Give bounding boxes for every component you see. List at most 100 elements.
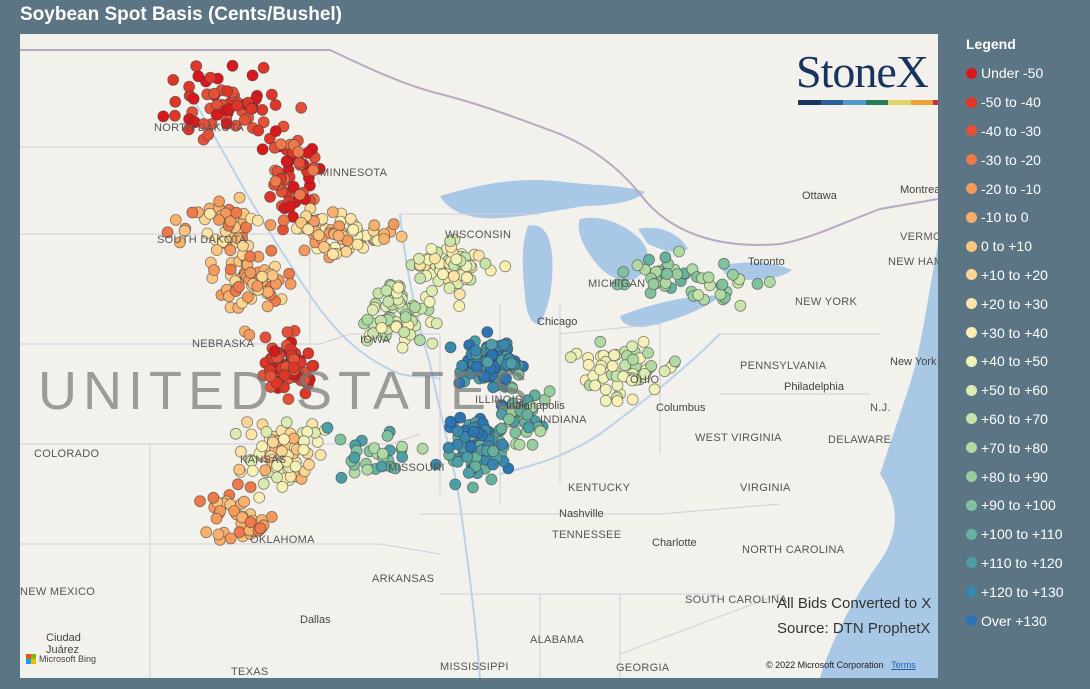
legend-item[interactable]: +10 to +20	[966, 261, 1086, 290]
bid-point[interactable]	[207, 491, 220, 504]
bid-point[interactable]	[246, 69, 259, 82]
bid-point[interactable]	[268, 345, 281, 358]
legend-item[interactable]: +20 to +30	[966, 289, 1086, 318]
bid-point[interactable]	[444, 235, 457, 248]
bid-point[interactable]	[183, 80, 196, 93]
bid-point[interactable]	[500, 372, 512, 385]
bid-point[interactable]	[413, 252, 425, 265]
legend-item[interactable]: +30 to +40	[966, 318, 1086, 347]
bid-point[interactable]	[202, 128, 215, 141]
bid-point[interactable]	[269, 99, 282, 111]
legend-item[interactable]: +60 to +70	[966, 405, 1086, 434]
legend-item[interactable]: -20 to -10	[966, 174, 1086, 203]
bid-point[interactable]	[210, 512, 223, 525]
bid-point[interactable]	[224, 215, 237, 228]
bid-point[interactable]	[238, 495, 251, 508]
bid-point[interactable]	[436, 268, 449, 281]
bid-point[interactable]	[224, 244, 237, 257]
bid-point[interactable]	[669, 355, 681, 368]
bid-point[interactable]	[461, 271, 473, 284]
bid-point[interactable]	[643, 253, 655, 266]
bid-point[interactable]	[307, 164, 320, 177]
bid-point[interactable]	[534, 425, 547, 438]
bid-point[interactable]	[430, 317, 443, 330]
bid-point[interactable]	[287, 361, 300, 374]
bid-point[interactable]	[497, 338, 510, 351]
bid-point[interactable]	[378, 233, 391, 245]
bid-point[interactable]	[267, 436, 279, 449]
bid-point[interactable]	[582, 358, 595, 371]
bid-point[interactable]	[208, 87, 221, 100]
bid-point[interactable]	[243, 328, 256, 341]
bid-point[interactable]	[208, 264, 220, 277]
bid-point[interactable]	[375, 460, 388, 473]
bid-point[interactable]	[292, 146, 305, 158]
bid-point[interactable]	[416, 442, 429, 455]
bid-point[interactable]	[763, 276, 776, 288]
bid-point[interactable]	[466, 481, 479, 494]
bid-point[interactable]	[284, 200, 296, 213]
bid-point[interactable]	[271, 471, 283, 484]
bid-point[interactable]	[244, 481, 257, 494]
bid-point[interactable]	[608, 349, 621, 362]
bid-point[interactable]	[233, 191, 246, 204]
bid-point[interactable]	[626, 393, 639, 406]
bid-point[interactable]	[521, 408, 534, 421]
bid-point[interactable]	[265, 510, 278, 523]
bid-point[interactable]	[213, 214, 225, 226]
bid-point[interactable]	[626, 374, 638, 387]
bid-point[interactable]	[414, 272, 427, 285]
bid-point[interactable]	[485, 473, 498, 486]
bid-point[interactable]	[462, 466, 475, 479]
bid-point[interactable]	[481, 326, 494, 339]
bid-point[interactable]	[244, 516, 257, 529]
bid-point[interactable]	[714, 288, 727, 301]
bid-point[interactable]	[351, 238, 364, 251]
map-canvas[interactable]: UNITED STATES NORTH DAKOTA MINNESOTA SOU…	[20, 34, 938, 678]
bid-point[interactable]	[260, 425, 273, 438]
bid-point[interactable]	[451, 455, 464, 468]
bid-point[interactable]	[178, 224, 191, 237]
bid-point[interactable]	[413, 334, 426, 347]
bid-point[interactable]	[251, 214, 264, 227]
bid-point[interactable]	[626, 340, 639, 353]
bid-point[interactable]	[282, 393, 295, 406]
bid-point[interactable]	[318, 241, 330, 254]
bid-point[interactable]	[204, 71, 217, 84]
bid-point[interactable]	[173, 236, 186, 249]
bid-point[interactable]	[734, 299, 747, 312]
bid-point[interactable]	[167, 74, 180, 86]
bid-point[interactable]	[284, 278, 297, 290]
bid-point[interactable]	[293, 156, 306, 169]
bid-point[interactable]	[692, 289, 705, 301]
legend-item[interactable]: +40 to +50	[966, 347, 1086, 376]
bid-point[interactable]	[241, 291, 254, 304]
bid-point[interactable]	[659, 251, 672, 264]
bid-point[interactable]	[295, 101, 308, 114]
bid-point[interactable]	[280, 416, 293, 429]
bid-point[interactable]	[485, 338, 498, 351]
bid-point[interactable]	[617, 266, 630, 278]
bid-point[interactable]	[210, 244, 223, 257]
bid-point[interactable]	[232, 280, 245, 293]
bid-point[interactable]	[348, 451, 361, 464]
bid-point[interactable]	[265, 244, 278, 257]
bid-point[interactable]	[661, 267, 673, 280]
bid-point[interactable]	[648, 383, 661, 396]
bid-point[interactable]	[299, 387, 312, 400]
bid-point[interactable]	[631, 259, 644, 272]
bid-point[interactable]	[425, 242, 438, 255]
legend-item[interactable]: Under -50	[966, 59, 1086, 88]
bid-point[interactable]	[264, 370, 277, 383]
bid-point[interactable]	[453, 288, 466, 301]
bid-point[interactable]	[238, 114, 251, 126]
bid-point[interactable]	[226, 59, 239, 72]
bid-point[interactable]	[467, 425, 480, 438]
bid-point[interactable]	[456, 359, 469, 372]
bid-point[interactable]	[245, 102, 258, 115]
bid-point[interactable]	[297, 443, 310, 456]
bid-point[interactable]	[347, 223, 360, 236]
bid-point[interactable]	[469, 344, 482, 357]
bid-point[interactable]	[361, 463, 374, 476]
bid-point[interactable]	[526, 438, 539, 451]
